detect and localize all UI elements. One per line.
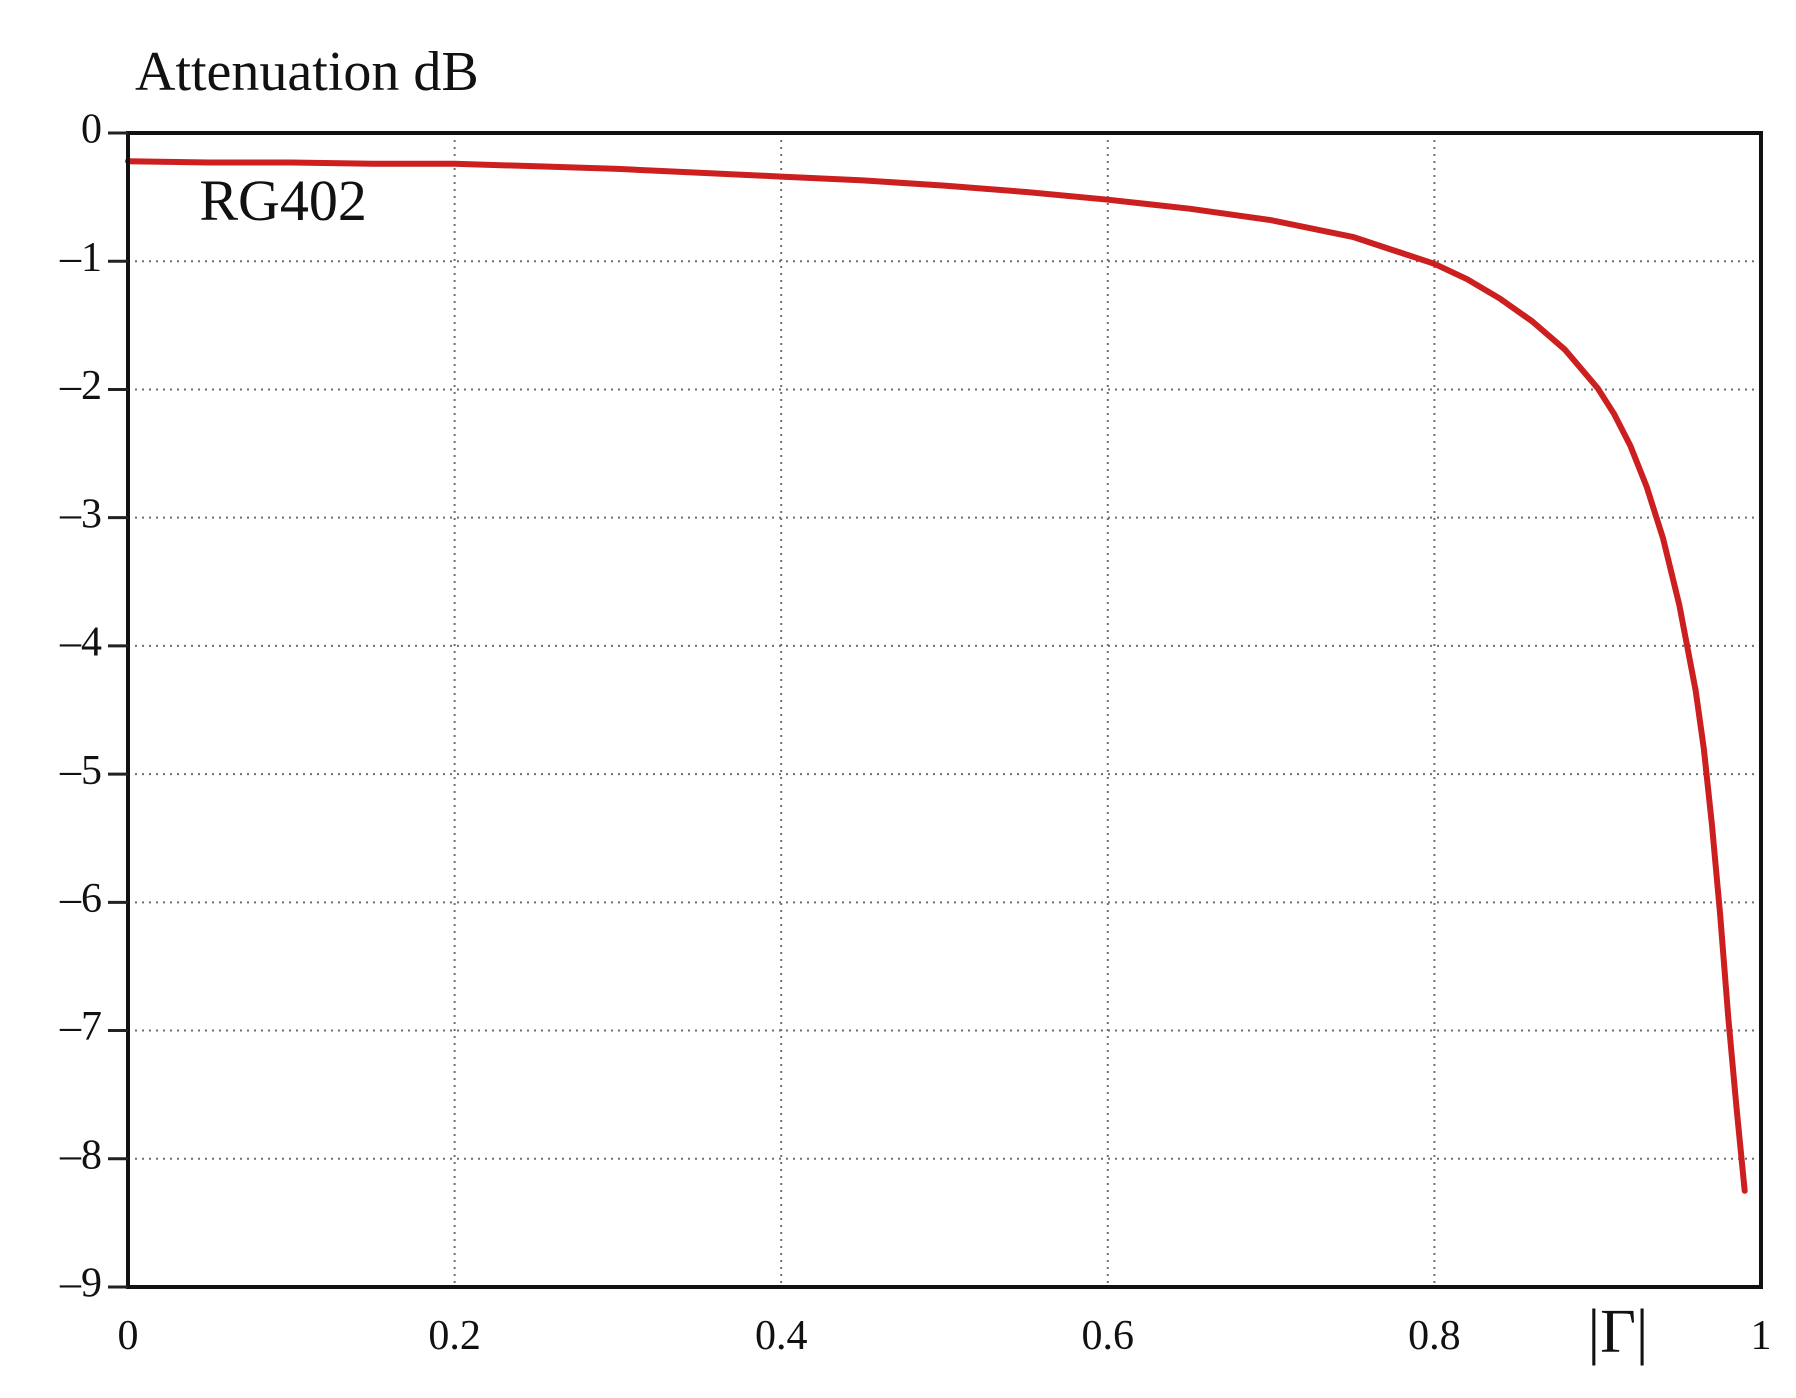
gridlines [128,133,1761,1287]
x-axis-title: |Γ| [1588,1298,1649,1366]
y-tick-label: –9 [59,1261,102,1307]
y-tick-label: –3 [59,491,102,537]
y-axis-title: Attenuation dB [135,41,479,103]
y-tick-label: –8 [59,1132,102,1178]
axis-ticks [108,131,128,1289]
x-tick-label: 0 [118,1313,139,1359]
x-tick-label: 0.2 [428,1313,481,1359]
series-line-rg402 [125,158,1748,1194]
y-tick-label: 0 [81,107,102,153]
y-tick-label: –2 [59,363,102,409]
y-tick-label: –4 [59,620,102,666]
series-layer [125,158,1748,1194]
y-tick-label: –1 [59,235,102,281]
axis-tick-labels: 0 –1 –2 –3 –4 –5 –6 –7 –8 –9 0 0.2 0.4 0.6 0.8 1 [59,107,1772,1359]
x-tick-label: 0.4 [755,1313,808,1359]
series-label-rg402: RG402 [199,168,367,233]
plot-frame [126,131,1763,1289]
x-tick-label: 1 [1751,1313,1772,1359]
x-tick-label: 0.6 [1082,1313,1135,1359]
y-tick-label: –6 [59,876,102,922]
y-tick-label: –7 [59,1004,102,1050]
x-tick-label: 0.8 [1408,1313,1461,1359]
y-tick-label: –5 [59,748,102,794]
